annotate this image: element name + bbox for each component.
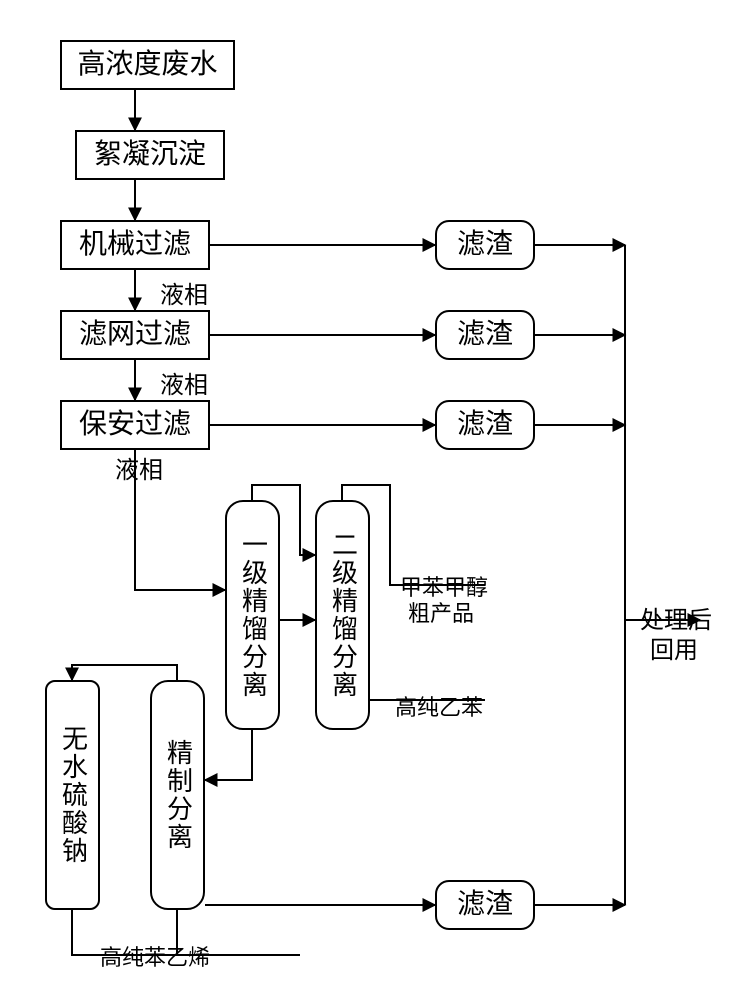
node-label: 滤渣 <box>457 889 513 921</box>
node-label: 高浓度废水 <box>77 49 217 81</box>
node-c4: 无水硫酸钠 <box>45 680 100 910</box>
node-label: 无水硫酸钠 <box>58 725 88 865</box>
node-c1: 一级精馏分离 <box>225 500 280 730</box>
node-c3: 精制分离 <box>150 680 205 910</box>
node-label: 保安过滤 <box>79 409 191 441</box>
node-r5: 滤渣 <box>435 400 535 450</box>
label-p1b: 粗产品 <box>408 596 474 628</box>
node-r4: 滤渣 <box>435 310 535 360</box>
label-p3: 高纯苯乙烯 <box>100 940 210 972</box>
label-text: 粗产品 <box>408 601 474 626</box>
label-p2: 高纯乙苯 <box>395 690 483 722</box>
label-text: 回用 <box>650 638 698 664</box>
label-text: 高纯苯乙烯 <box>100 945 210 970</box>
node-label: 精制分离 <box>163 739 193 851</box>
label-text: 液相 <box>115 458 163 484</box>
node-label: 二级精馏分离 <box>328 531 358 699</box>
label-yx2: 液相 <box>160 365 208 400</box>
node-n5: 保安过滤 <box>60 400 210 450</box>
node-label: 絮凝沉淀 <box>94 139 206 171</box>
node-r6: 滤渣 <box>435 880 535 930</box>
node-label: 滤渣 <box>457 409 513 441</box>
node-n1: 高浓度废水 <box>60 40 235 90</box>
edge-15 <box>205 730 252 780</box>
node-c2: 二级精馏分离 <box>315 500 370 730</box>
node-n4: 滤网过滤 <box>60 310 210 360</box>
node-label: 机械过滤 <box>79 229 191 261</box>
label-out2: 回用 <box>650 630 698 665</box>
label-text: 高纯乙苯 <box>395 695 483 720</box>
flowchart-canvas: 高浓度废水絮凝沉淀机械过滤滤渣滤网过滤滤渣保安过滤滤渣一级精馏分离二级精馏分离精… <box>0 0 735 1000</box>
node-label: 滤网过滤 <box>79 319 191 351</box>
node-n2: 絮凝沉淀 <box>75 130 225 180</box>
edge-16 <box>72 665 177 680</box>
label-text: 液相 <box>160 283 208 309</box>
node-label: 滤渣 <box>457 319 513 351</box>
node-r3: 滤渣 <box>435 220 535 270</box>
label-yx1: 液相 <box>160 275 208 310</box>
label-text: 液相 <box>160 373 208 399</box>
node-label: 滤渣 <box>457 229 513 261</box>
node-n3: 机械过滤 <box>60 220 210 270</box>
label-yx3: 液相 <box>115 450 163 485</box>
node-label: 一级精馏分离 <box>238 531 268 699</box>
